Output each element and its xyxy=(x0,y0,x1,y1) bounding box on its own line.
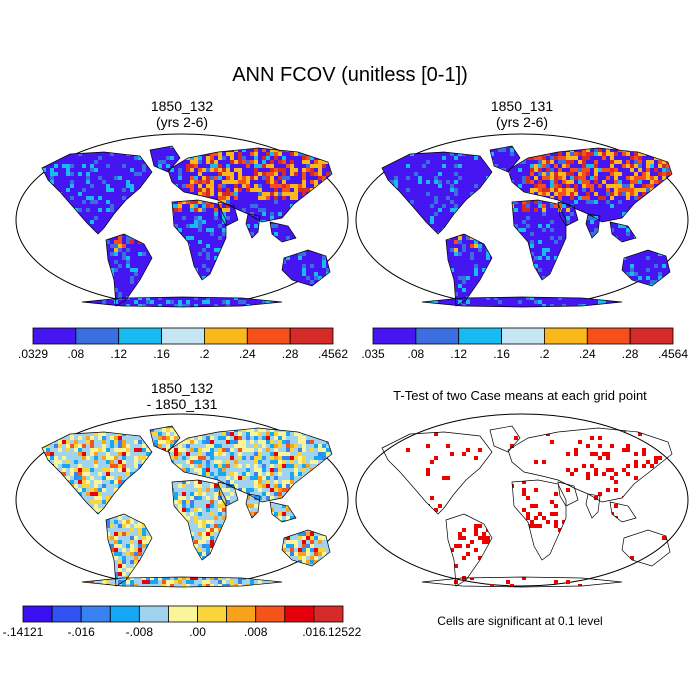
colorbar-tick-label: -.008 xyxy=(126,625,154,639)
colorbar-tick-label: .12 xyxy=(110,347,127,361)
colorbar-box xyxy=(226,605,257,623)
colorbar-box xyxy=(501,327,545,345)
colorbar-box xyxy=(51,605,82,623)
colorbar-box xyxy=(109,605,140,623)
map-panel-case2 xyxy=(355,133,689,308)
colorbar-tick-label: .0329 xyxy=(18,347,48,361)
coastlines xyxy=(41,425,333,588)
colorbar-tick-label: .008 xyxy=(244,625,268,639)
map-frame xyxy=(355,413,689,587)
colorbar-box xyxy=(32,327,77,345)
panel-title-ttest: T-Test of two Case means at each grid po… xyxy=(393,388,647,403)
colorbar-case1: .0329 .08 .12 .16 .2 .24 .28 .4562 xyxy=(18,327,348,361)
colorbar-box xyxy=(22,605,53,623)
colorbar-box xyxy=(586,327,631,345)
colorbar-box xyxy=(75,327,120,345)
coastlines xyxy=(41,145,333,308)
colorbar-box xyxy=(415,327,460,345)
panel-title-line2: - 1850_131 xyxy=(146,396,218,412)
colorbar-tick-label: .28 xyxy=(622,347,639,361)
colorbar-box xyxy=(544,327,588,345)
colorbar-box xyxy=(204,327,248,345)
main-title: ANN FCOV (unitless [0-1]) xyxy=(232,64,468,86)
map-panel-diff xyxy=(15,413,349,588)
panel-title-line1: 1850_131 xyxy=(490,98,554,114)
colorbar-tick-label: .035 xyxy=(361,347,385,361)
colorbar-box xyxy=(284,605,315,623)
colorbar-tick-label: .16 xyxy=(493,347,510,361)
colorbar-box xyxy=(168,605,198,623)
colorbar-box xyxy=(161,327,205,345)
colorbar-box xyxy=(246,327,291,345)
colorbar-case2: .035 .08 .12 .16 .2 .24 .28 .4564 xyxy=(361,327,688,361)
colorbar-tick-label: -.016 xyxy=(68,625,96,639)
colorbar-tick-label: .00 xyxy=(189,625,206,639)
panel-title-line2: (yrs 2-6) xyxy=(155,114,209,130)
colorbar-box xyxy=(80,605,111,623)
colorbar-tick-label: .12522 xyxy=(325,625,362,639)
coastlines xyxy=(381,145,673,308)
colorbar-tick-label: .2 xyxy=(199,347,209,361)
colorbar-box xyxy=(289,327,334,345)
map-panel-ttest xyxy=(355,413,689,588)
colorbar-tick-label: .4564 xyxy=(658,347,688,361)
colorbar-box xyxy=(118,327,162,345)
panel-title-diff: 1850_132 - 1850_131 xyxy=(62,380,302,412)
colorbar-tick-label: .24 xyxy=(579,347,596,361)
colorbar-box xyxy=(313,605,344,623)
colorbar-box xyxy=(629,327,674,345)
colorbar-tick-label: .08 xyxy=(68,347,85,361)
map-panel-case1 xyxy=(15,133,349,308)
colorbar-box xyxy=(255,605,286,623)
panel-title-case2: 1850_131 (yrs 2-6) xyxy=(402,98,642,130)
colorbar-tick-label: .016 xyxy=(302,625,326,639)
colorbar-tick-label: .4562 xyxy=(318,347,348,361)
colorbar-tick-label: .12 xyxy=(450,347,467,361)
colorbar-tick-label: .16 xyxy=(153,347,170,361)
colorbar-tick-label: .24 xyxy=(239,347,256,361)
panel-title-line2: (yrs 2-6) xyxy=(495,114,549,130)
colorbar-box xyxy=(458,327,502,345)
colorbar-box xyxy=(138,605,169,623)
colorbar-box xyxy=(197,605,228,623)
colorbar-tick-label: -.14121 xyxy=(3,625,44,639)
panel-title-line1: 1850_132 xyxy=(150,98,214,114)
colorbar-diff: -.14121 -.016 -.008 .00 .008 .016.12522 xyxy=(3,605,362,639)
panel-title-line1: 1850_132 xyxy=(150,380,214,396)
coastlines xyxy=(381,425,673,588)
colorbar-tick-label: .08 xyxy=(408,347,425,361)
colorbar-tick-label: .2 xyxy=(539,347,549,361)
significance-note: Cells are significant at 0.1 level xyxy=(437,614,603,628)
panel-title-case1: 1850_132 (yrs 2-6) xyxy=(62,98,302,130)
colorbar-tick-label: .28 xyxy=(282,347,299,361)
colorbar-box xyxy=(372,327,417,345)
